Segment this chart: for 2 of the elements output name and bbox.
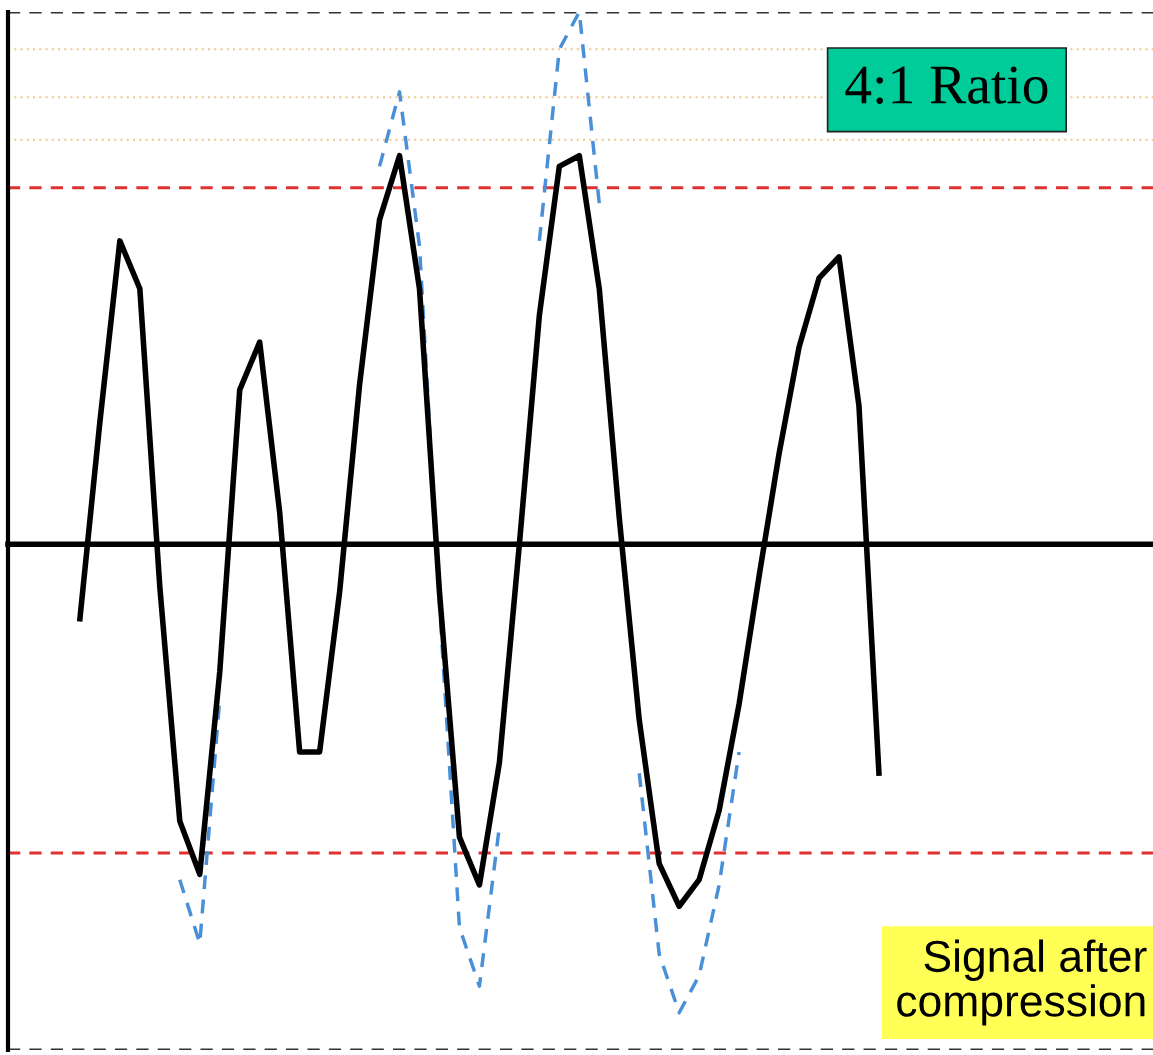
annotation: 4:1 Ratio xyxy=(845,66,1048,104)
text: Signal after compression xyxy=(897,939,1147,1026)
